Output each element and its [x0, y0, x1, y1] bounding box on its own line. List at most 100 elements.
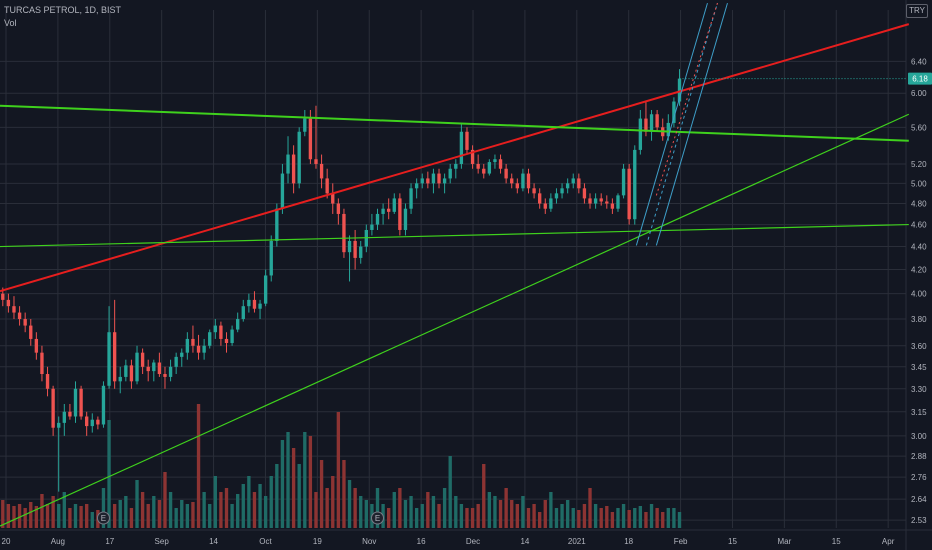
- volume-bar: [280, 440, 285, 528]
- candle-body: [476, 163, 480, 169]
- volume-bar: [655, 508, 659, 528]
- candle-body: [370, 224, 374, 230]
- candle-body: [163, 374, 167, 377]
- volume-bar: [286, 432, 290, 528]
- candle-body: [230, 329, 234, 344]
- candle-body: [112, 332, 117, 382]
- candle-body: [554, 193, 559, 199]
- volume-bar: [465, 508, 469, 528]
- volume-bar: [582, 504, 587, 528]
- volume-bar: [118, 500, 122, 528]
- time-tick-label: Apr: [882, 537, 895, 546]
- volume-bar: [241, 484, 245, 528]
- volume-bar: [275, 464, 279, 528]
- volume-bar: [392, 492, 396, 528]
- volume-bar: [163, 472, 167, 528]
- volume-bar: [90, 512, 94, 528]
- volume-bar: [247, 476, 251, 528]
- candle-body: [392, 198, 396, 212]
- candle-body: [521, 173, 525, 189]
- volume-bar: [616, 508, 620, 528]
- candle-body: [577, 178, 581, 189]
- volume-bar: [649, 504, 654, 528]
- candle-body: [666, 122, 670, 137]
- candle-body: [616, 195, 620, 209]
- candle-body: [247, 299, 251, 307]
- candle-body: [353, 240, 357, 258]
- candle-body: [152, 362, 156, 372]
- candle-body: [252, 299, 257, 309]
- candle-body: [398, 198, 402, 230]
- volume-bar: [101, 488, 106, 528]
- candle-body: [504, 168, 508, 179]
- volume-bar: [627, 510, 631, 528]
- volume-bar: [157, 500, 162, 528]
- volume-bar: [107, 420, 111, 528]
- volume-bar: [51, 496, 55, 528]
- candle-body: [90, 419, 94, 427]
- candle-body: [599, 198, 603, 202]
- candle-body: [571, 178, 575, 184]
- volume-bar: [549, 492, 553, 528]
- candle-body: [263, 275, 268, 304]
- volume-bar: [263, 496, 268, 528]
- volume-bar: [68, 508, 72, 528]
- candle-body: [459, 131, 464, 164]
- candle-body: [213, 325, 217, 333]
- candle-body: [185, 338, 190, 353]
- candle-body: [297, 131, 301, 184]
- volume-bar: [34, 506, 39, 528]
- volume-bar: [258, 484, 262, 528]
- candle-body: [107, 332, 111, 386]
- volume-bar: [543, 500, 547, 528]
- time-tick-label: Sep: [155, 537, 170, 546]
- candle-body: [593, 198, 598, 204]
- candle-body: [426, 178, 430, 184]
- candle-body: [17, 312, 22, 320]
- candle-body: [627, 168, 631, 220]
- currency-button[interactable]: TRY: [906, 4, 928, 18]
- candle-body: [532, 188, 536, 194]
- candle-body: [140, 352, 145, 367]
- candle-body: [146, 366, 150, 372]
- price-tick-label: 3.30: [911, 385, 927, 394]
- candle-body: [6, 299, 11, 307]
- time-tick-label: 17: [105, 537, 114, 546]
- volume-bar: [12, 506, 16, 528]
- volume-bar: [560, 504, 564, 528]
- candle-body: [448, 168, 452, 179]
- time-tick-label: Dec: [466, 537, 480, 546]
- candle-body: [342, 213, 346, 253]
- candle-body: [347, 240, 352, 253]
- candle-body: [269, 240, 273, 276]
- candle-body: [157, 362, 162, 375]
- volume-bar: [571, 508, 575, 528]
- volume-bar: [448, 456, 452, 528]
- candle-body: [437, 173, 441, 184]
- volume-bar: [213, 476, 217, 528]
- volume-bar: [532, 504, 536, 528]
- volume-bar: [140, 492, 145, 528]
- volume-bar: [565, 500, 570, 528]
- volume-bar: [252, 492, 257, 528]
- volume-bar: [17, 504, 22, 528]
- price-tick-label: 3.45: [911, 363, 927, 372]
- price-tick-label: 4.00: [911, 290, 927, 299]
- candle-body: [493, 159, 497, 163]
- candle-body: [538, 193, 542, 204]
- volume-bar: [554, 508, 559, 528]
- price-tick-label: 3.60: [911, 342, 927, 351]
- price-tick-label: 2.88: [911, 452, 927, 461]
- channel-line-middle: [645, 2, 718, 246]
- volume-bar: [409, 496, 413, 528]
- last-price-label: 6.18: [912, 75, 928, 84]
- volume-bar: [219, 492, 223, 528]
- candle-body: [286, 154, 290, 174]
- candle-body: [526, 173, 531, 189]
- volume-label: Vol: [4, 18, 17, 28]
- volume-bar: [62, 492, 66, 528]
- time-tick-label: 14: [209, 537, 218, 546]
- volume-bar: [431, 496, 436, 528]
- price-tick-label: 5.60: [911, 123, 927, 132]
